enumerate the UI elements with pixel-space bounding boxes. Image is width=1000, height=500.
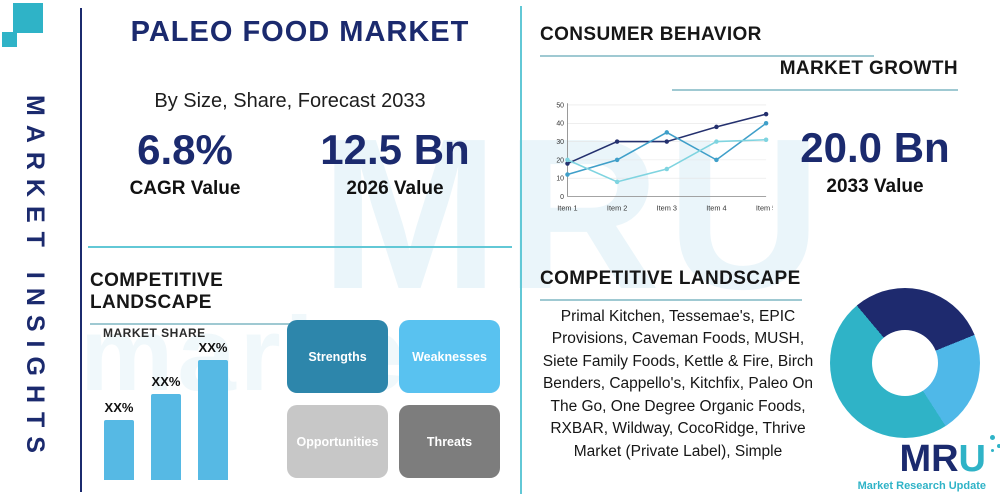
logo-letters-primary: MR — [899, 438, 959, 480]
market-growth-chart: 0 10 20 30 40 50 Item 1 Item 2 Item 3 Item 4 Item … — [556, 102, 773, 212]
swot-box-threats: Threats — [399, 405, 500, 478]
corner-decor-square-large — [13, 3, 43, 33]
swot-box-opportunities: Opportunities — [287, 405, 388, 478]
logo-spark-dot — [997, 444, 1000, 448]
swot-label: Threats — [426, 434, 473, 449]
stat-cagr: 6.8% CAGR Value — [90, 126, 280, 200]
svg-text:50: 50 — [556, 102, 564, 109]
bar — [151, 394, 181, 480]
swot-label: Opportunities — [296, 434, 379, 449]
market-share-bar-chart: XX% XX% XX% — [104, 340, 276, 480]
stat-2033-label: 2033 Value — [826, 176, 924, 197]
bar-value-label: XX% — [151, 374, 181, 389]
logo-spark-dot — [991, 449, 994, 452]
swot-label: Weaknesses — [412, 349, 487, 364]
center-vertical-divider — [520, 6, 522, 494]
stat-cagr-label: CAGR Value — [129, 178, 241, 199]
svg-text:Item 1: Item 1 — [557, 203, 577, 212]
sidebar-vertical-title: MARKET INSIGHTS — [21, 95, 49, 462]
page-title: PALEO FOOD MARKET — [130, 16, 470, 48]
stat-2026-label: 2026 Value — [346, 178, 444, 199]
market-share-bar: XX% — [151, 374, 181, 480]
bar-value-label: XX% — [198, 340, 228, 355]
section-heading-market-growth: MARKET GROWTH — [672, 58, 958, 91]
section-heading-competitive-landscape-right: COMPETITIVE LANDSCAPE — [540, 268, 802, 301]
page-subtitle: By Size, Share, Forecast 2033 — [154, 90, 426, 112]
logo-letters-accent: U — [958, 438, 986, 480]
bar — [198, 360, 228, 480]
swot-box-weaknesses: Weaknesses — [399, 320, 500, 393]
svg-text:Item 3: Item 3 — [657, 203, 677, 212]
stat-2033-number: 20.0 Bn — [800, 124, 950, 171]
stat-2026-value: 12.5 Bn 2026 Value — [295, 126, 495, 200]
brand-logo: MRU Market Research Update — [857, 435, 1000, 492]
bar-value-label: XX% — [104, 400, 134, 415]
market-share-bar: XX% — [104, 400, 134, 480]
brand-logo-text: MRU — [899, 435, 1000, 480]
company-list: Primal Kitchen, Tessemae's, EPIC Provisi… — [542, 308, 814, 460]
section-heading-competitive-landscape-left: COMPETITIVE LANDSCAPE — [90, 270, 346, 325]
svg-text:Item 4: Item 4 — [706, 203, 726, 212]
logo-spark-dot — [990, 435, 995, 440]
watermark-text: MRU — [320, 93, 828, 334]
svg-text:Item 2: Item 2 — [607, 203, 627, 212]
market-share-title: MARKET SHARE — [103, 326, 206, 340]
stat-2033-value: 20.0 Bn 2033 Value — [784, 124, 966, 198]
corner-decor-square-small — [2, 32, 17, 47]
svg-text:Item 5: Item 5 — [756, 203, 773, 212]
svg-text:10: 10 — [556, 176, 564, 183]
stat-2026-number: 12.5 Bn — [320, 126, 470, 173]
left-horizontal-divider — [88, 246, 512, 248]
brand-tagline: Market Research Update — [857, 480, 986, 492]
stat-cagr-value: 6.8% — [137, 126, 233, 173]
svg-text:0: 0 — [560, 194, 564, 201]
section-heading-consumer-behavior: CONSUMER BEHAVIOR — [540, 24, 874, 57]
market-share-bar: XX% — [198, 340, 228, 480]
donut-hole — [872, 330, 938, 396]
svg-text:30: 30 — [556, 139, 564, 146]
svg-text:40: 40 — [556, 121, 564, 128]
swot-grid: Strengths Weaknesses Opportunities Threats — [287, 320, 500, 478]
bar — [104, 420, 134, 480]
svg-text:20: 20 — [556, 157, 564, 164]
company-share-donut — [830, 288, 980, 438]
swot-label: Strengths — [308, 349, 367, 364]
sidebar-divider-line — [80, 8, 82, 492]
swot-box-strengths: Strengths — [287, 320, 388, 393]
